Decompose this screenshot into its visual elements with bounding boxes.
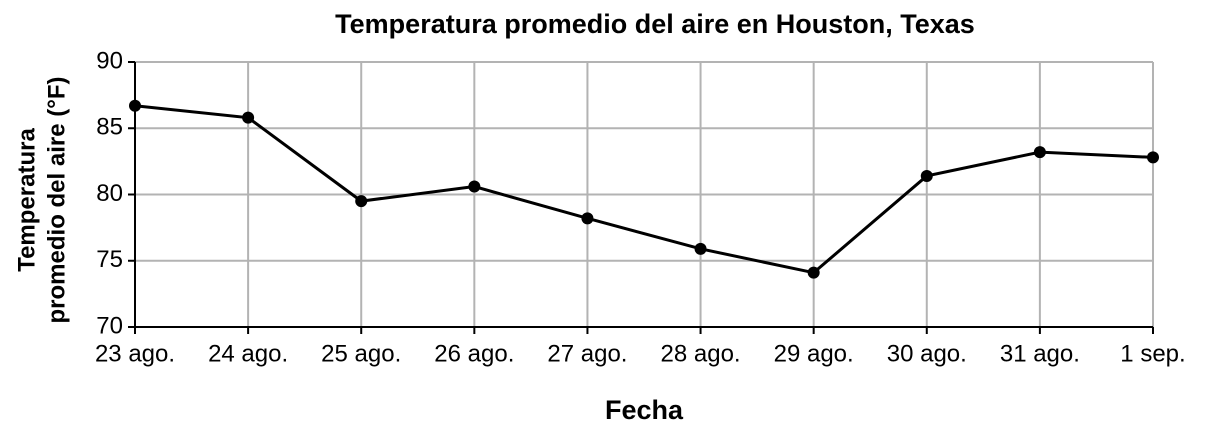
x-tick-label: 23 ago. xyxy=(95,340,175,367)
x-axis-label: Fecha xyxy=(605,395,684,425)
x-tick-label: 27 ago. xyxy=(547,340,627,367)
y-tick-label: 90 xyxy=(96,47,123,74)
y-tick-label: 85 xyxy=(96,114,123,141)
x-tick-label: 30 ago. xyxy=(887,340,967,367)
x-tick-label: 26 ago. xyxy=(434,340,514,367)
data-point xyxy=(694,242,707,255)
x-tick-label: 25 ago. xyxy=(321,340,401,367)
y-tick-label: 80 xyxy=(96,180,123,207)
x-tick-label: 1 sep. xyxy=(1120,340,1185,367)
data-point xyxy=(1147,151,1159,164)
data-point xyxy=(355,195,368,208)
data-point xyxy=(242,111,255,124)
data-point xyxy=(807,266,820,279)
y-tick-label: 70 xyxy=(96,312,123,339)
y-axis-label: Temperatura xyxy=(13,128,40,272)
data-point xyxy=(581,212,594,225)
x-tick-label: 28 ago. xyxy=(661,340,741,367)
x-tick-label: 29 ago. xyxy=(774,340,854,367)
data-point xyxy=(468,180,481,193)
data-point xyxy=(920,169,933,182)
chart-title: Temperatura promedio del aire en Houston… xyxy=(335,9,975,39)
x-tick-label: 24 ago. xyxy=(208,340,288,367)
data-point xyxy=(129,99,141,112)
y-tick-label: 75 xyxy=(96,246,123,273)
y-axis-label: promedio del aire (°F) xyxy=(43,77,70,324)
data-line xyxy=(134,104,1154,275)
x-tick-label: 31 ago. xyxy=(1000,340,1080,367)
data-point xyxy=(1033,146,1046,159)
